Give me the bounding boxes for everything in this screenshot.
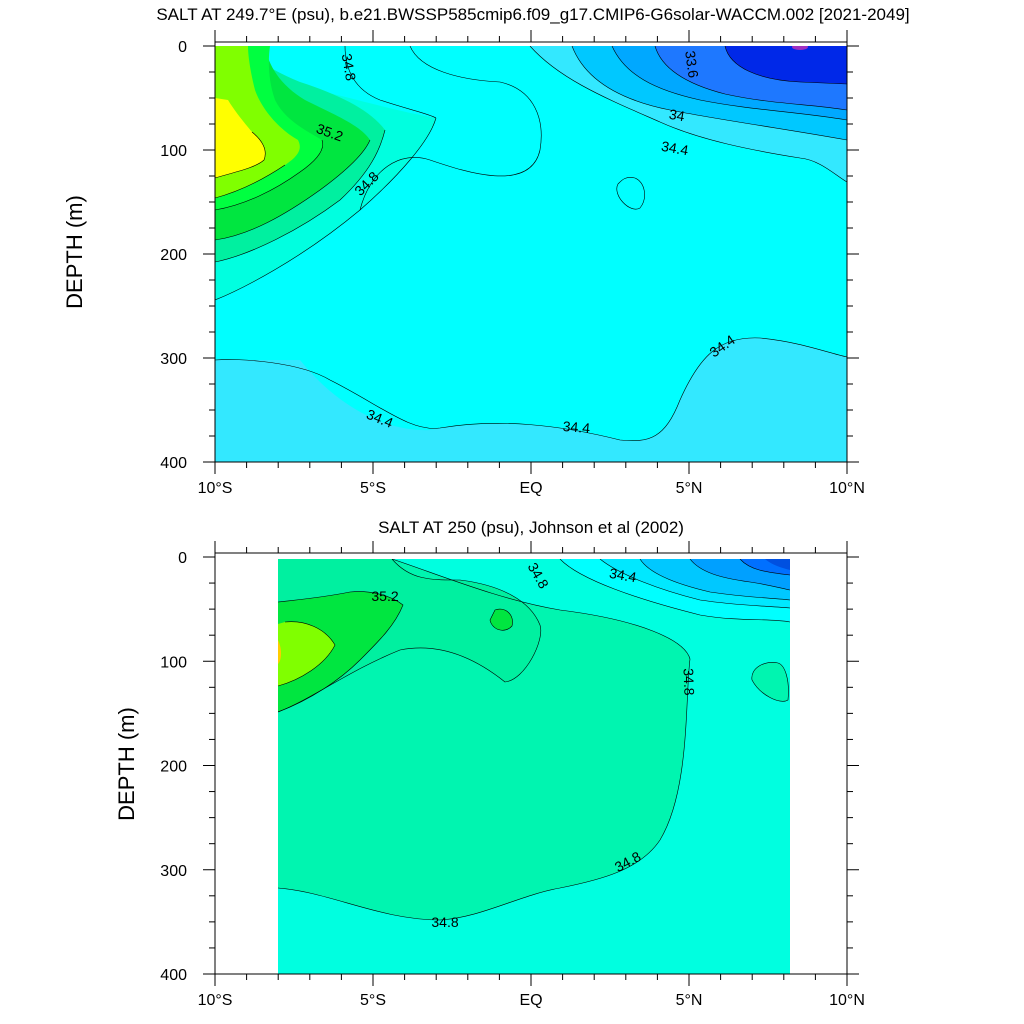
bottom-title: SALT AT 250 (psu), Johnson et al (2002) bbox=[378, 518, 684, 537]
bottom-ytick-label: 0 bbox=[178, 550, 187, 567]
bottom-xtick-label: 5°S bbox=[360, 992, 386, 1009]
top-xtick-label: 5°N bbox=[676, 480, 703, 497]
top-clabel-5: 34.4 bbox=[660, 138, 690, 159]
top-xtick-label: 5°S bbox=[360, 480, 386, 497]
top-clabel-9: 34.4 bbox=[562, 418, 591, 436]
bottom-clabel-3: 34.4 bbox=[608, 565, 638, 586]
top-clabel-2: 33.6 bbox=[682, 50, 702, 79]
bottom-xtick-label: 10°N bbox=[829, 992, 865, 1009]
top-ylabel: DEPTH (m) bbox=[62, 195, 87, 309]
bottom-region-35.4 bbox=[278, 621, 335, 686]
bottom-axes: 10°S 5°S EQ 5°N 10°N 0 100 200 300 400 bbox=[160, 541, 865, 1009]
top-ytick-label: 200 bbox=[160, 247, 187, 264]
top-axes: 10°S 5°S EQ 5°N 10°N 0 100 200 300 400 bbox=[160, 30, 865, 497]
top-xtick-label: 10°S bbox=[198, 480, 233, 497]
top-contour-fill bbox=[215, 46, 847, 462]
top-ytick-label: 0 bbox=[178, 39, 187, 56]
top-ytick-label: 300 bbox=[160, 351, 187, 368]
bottom-xtick-label: EQ bbox=[519, 992, 542, 1009]
bottom-panel: SALT AT 250 (psu), Johnson et al (2002) bbox=[114, 518, 865, 1009]
bottom-clabel-4: 34.8 bbox=[681, 668, 698, 696]
bottom-ytick-label: 300 bbox=[160, 863, 187, 880]
top-title: SALT AT 249.7°E (psu), b.e21.BWSSP585cmi… bbox=[156, 5, 909, 24]
bottom-ytick-label: 200 bbox=[160, 759, 187, 776]
top-region-35.6-south bbox=[215, 98, 266, 178]
bottom-xtick-label: 10°S bbox=[198, 992, 233, 1009]
bottom-clabel-2: 35.2 bbox=[371, 588, 398, 604]
top-ytick-label: 400 bbox=[160, 455, 187, 472]
top-region-34.4-deep bbox=[215, 337, 847, 462]
top-ytick-label: 100 bbox=[160, 143, 187, 160]
bottom-contour-fill bbox=[278, 559, 790, 974]
bottom-region-35.2 bbox=[278, 591, 403, 712]
bottom-contour-lines bbox=[278, 559, 790, 921]
top-panel: SALT AT 249.7°E (psu), b.e21.BWSSP585cmi… bbox=[62, 5, 910, 497]
top-region-north-max bbox=[792, 46, 808, 50]
bottom-ytick-label: 400 bbox=[160, 967, 187, 984]
top-clabel-4: 34 bbox=[668, 106, 686, 124]
bottom-xtick-label: 5°N bbox=[676, 992, 703, 1009]
top-contour-lines bbox=[215, 46, 847, 441]
bottom-ylabel: DEPTH (m) bbox=[114, 707, 139, 821]
bottom-clabel-6: 34.8 bbox=[431, 914, 458, 930]
top-clabel-1: 34.8 bbox=[339, 52, 360, 82]
top-xtick-label: 10°N bbox=[829, 480, 865, 497]
bottom-ytick-label: 100 bbox=[160, 654, 187, 671]
top-blob-3n bbox=[616, 177, 645, 210]
top-region-33.2-north bbox=[725, 46, 847, 84]
top-xtick-label: EQ bbox=[519, 480, 542, 497]
